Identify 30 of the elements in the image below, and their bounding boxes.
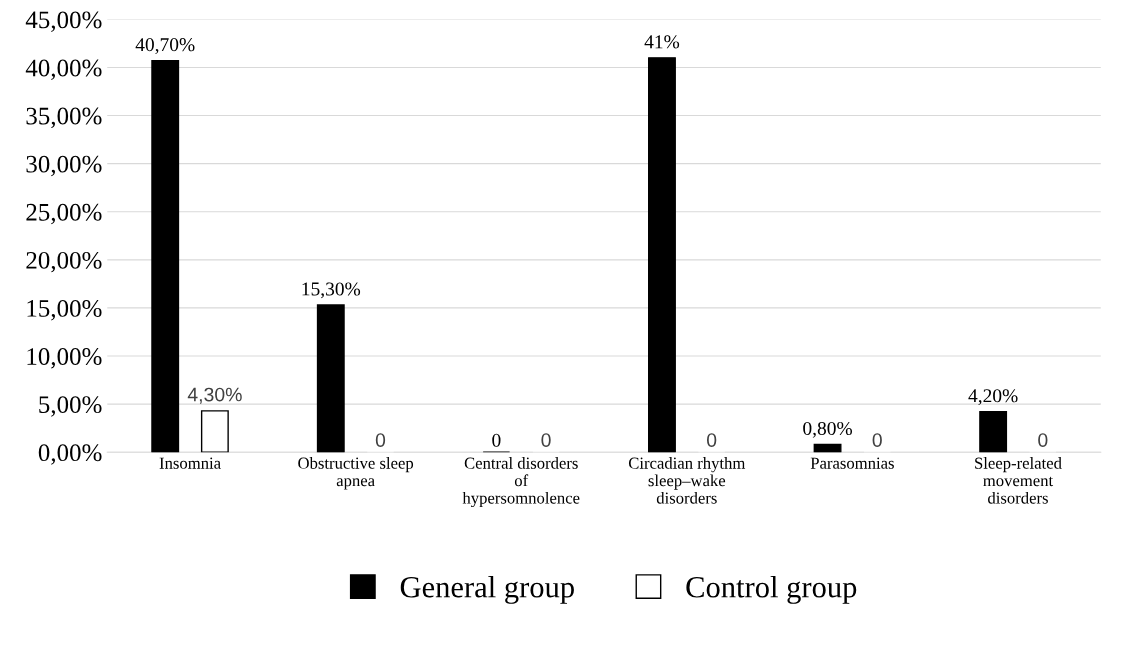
y-tick-label: 35,00% [26,107,102,129]
data-label: 0 [541,433,551,447]
y-tick-label: 20,00% [26,251,102,273]
data-label: 0 [375,433,386,447]
y-tick-label: 0,00% [38,444,102,465]
data-label: 0 [1038,433,1048,447]
data-label: 0 [707,433,717,447]
y-tick-label: 10,00% [27,348,102,369]
y-tick-label: 40,00% [25,59,102,80]
x-tick-label: Obstructive sleep apnea [298,457,414,490]
legend-label: General group [400,576,574,604]
y-tick-label: 5,00% [39,396,102,417]
x-tick-label: Circadian rhythm sleep–wake disorders [628,457,746,504]
x-tick-label: Insomnia [159,457,221,469]
data-label: 15,30% [302,282,361,299]
y-tick-label: 30,00% [26,155,102,177]
y-tick-label: 45,00% [25,11,102,32]
x-tick-label: Parasomnias [810,457,894,469]
x-tick-label: Sleep-related movement disorders [975,457,1062,504]
y-tick-label: 15,00% [27,299,102,321]
data-label: 4,30% [187,387,242,404]
data-label: 40,70% [135,38,195,55]
y-tick-label: 25,00% [26,203,102,225]
x-tick-label: Central disorders of hypersomnolence [462,457,580,508]
data-label: 0,80% [803,421,853,438]
data-label: 0 [872,433,882,447]
data-label: 4,20% [968,389,1018,406]
data-label: 41% [644,35,680,49]
legend-label: Control group [686,576,857,604]
data-label: 0 [492,433,501,447]
